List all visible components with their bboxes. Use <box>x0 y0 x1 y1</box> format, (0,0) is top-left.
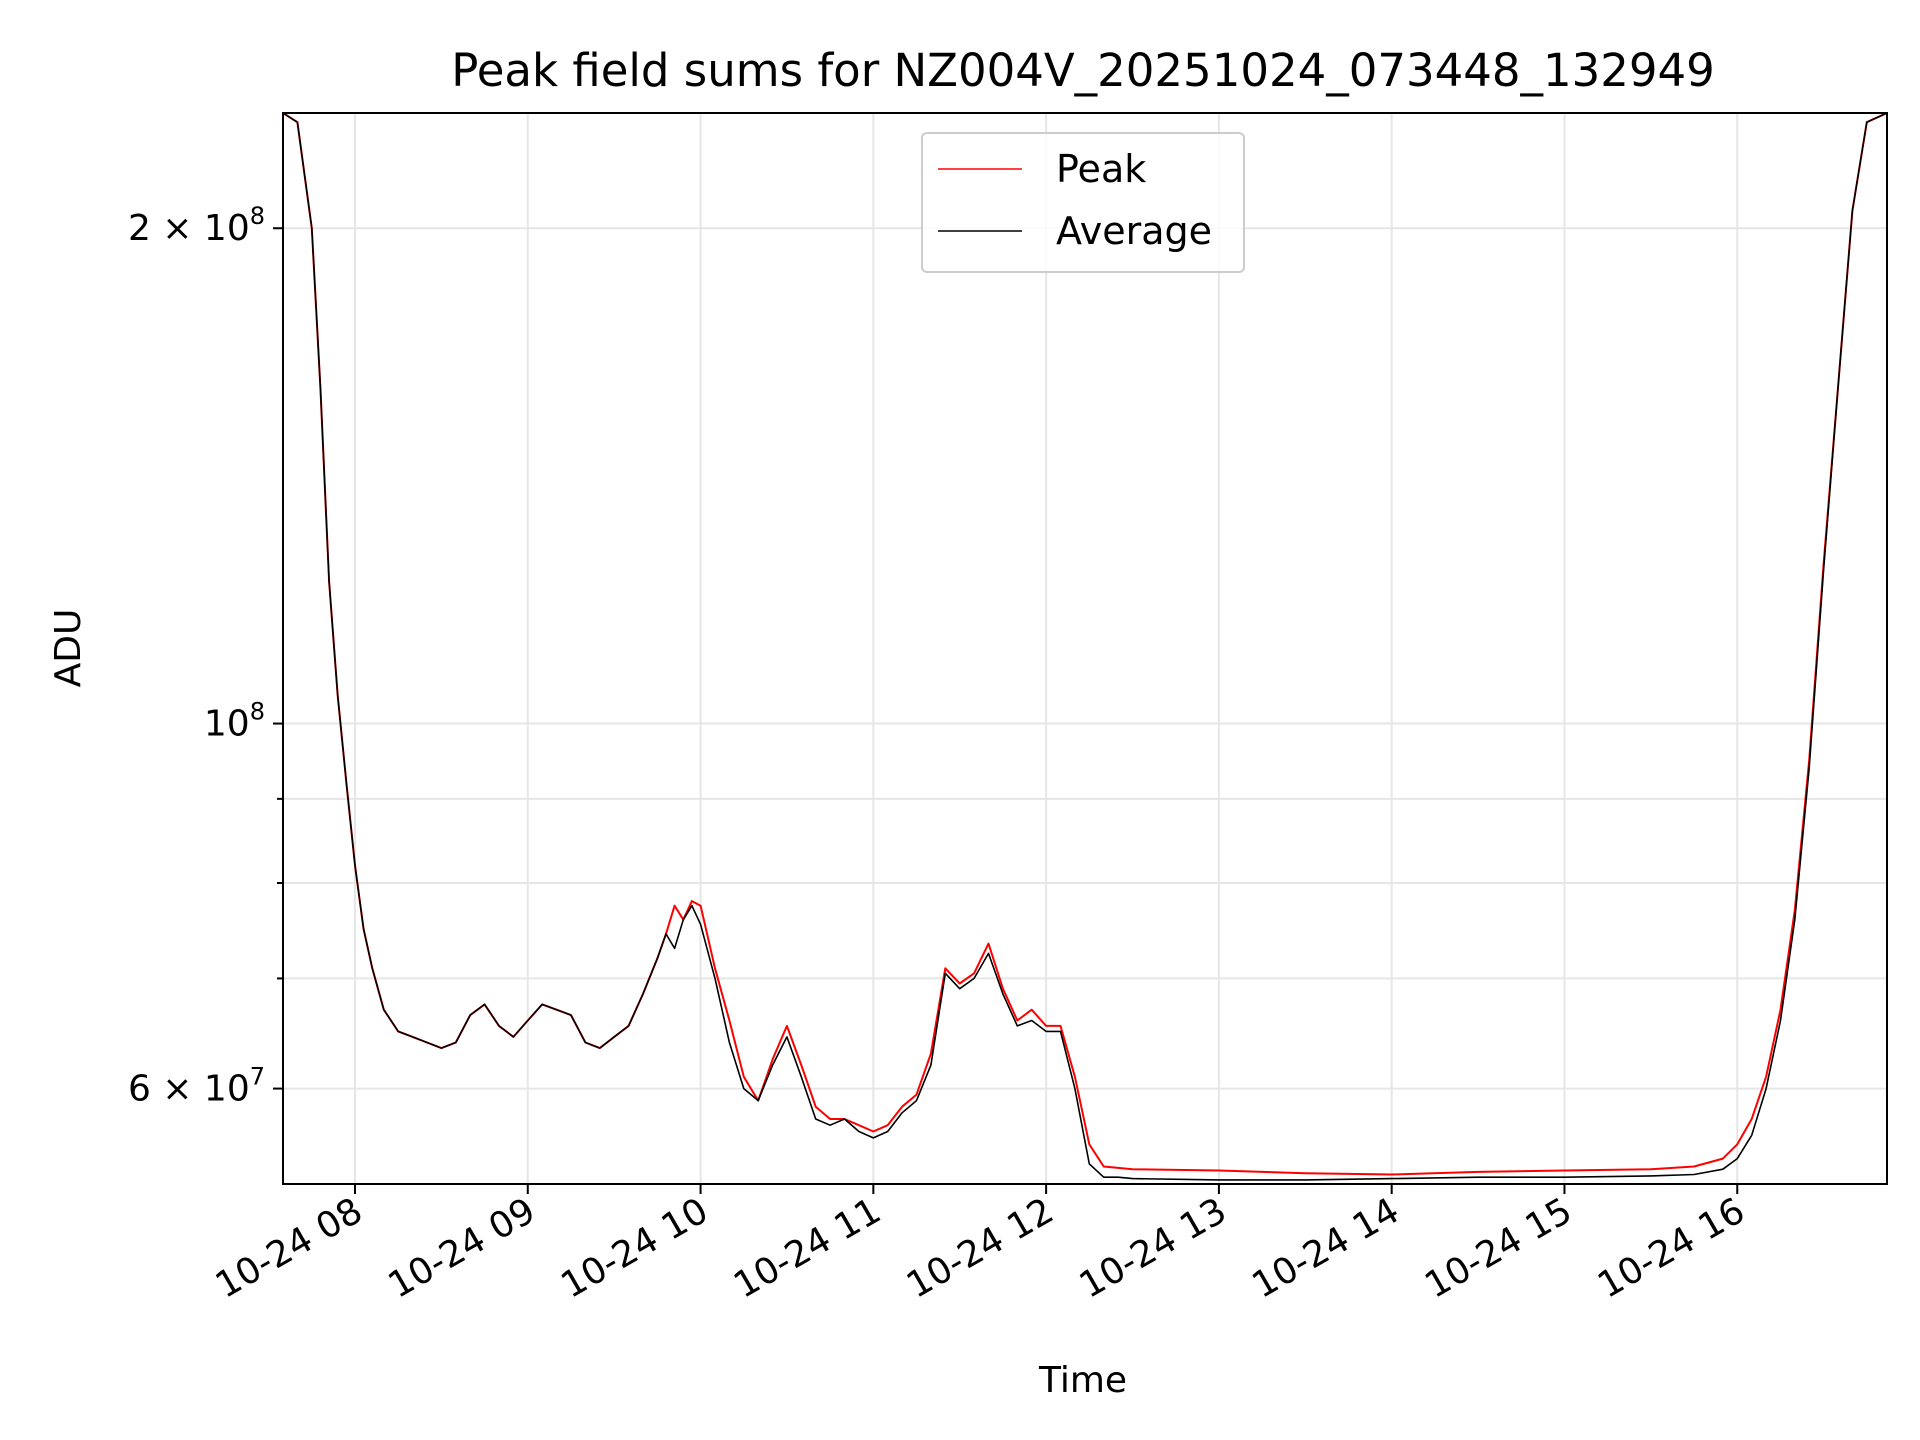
chart-title: Peak field sums for NZ004V_20251024_0734… <box>451 44 1715 97</box>
y-tick-label: 2 × 108 <box>128 202 265 249</box>
y-tick-base: 10 <box>204 704 250 745</box>
x-tick-label: 10-24 08 <box>209 1190 370 1306</box>
y-tick-exponent: 8 <box>250 202 265 230</box>
x-axis: 10-24 08 10-24 09 10-24 10 10-24 11 10-24 12… <box>209 1184 1752 1307</box>
y-axis-label: ADU <box>48 609 89 688</box>
y-tick-base: 2 × 10 <box>128 208 250 249</box>
x-tick-label: 10-24 13 <box>1073 1190 1234 1306</box>
x-tick-label: 10-24 15 <box>1418 1190 1579 1306</box>
x-axis-label: Time <box>1038 1360 1127 1401</box>
grid <box>283 113 1887 1184</box>
x-tick-label: 10-24 11 <box>727 1190 888 1306</box>
x-tick-label: 10-24 16 <box>1591 1190 1752 1306</box>
x-tick-label: 10-24 09 <box>382 1190 543 1306</box>
x-tick-label: 10-24 12 <box>900 1190 1061 1306</box>
legend-label-average: Average <box>1056 209 1212 253</box>
x-tick-label: 10-24 10 <box>554 1190 715 1306</box>
y-tick-label: 6 × 107 <box>128 1063 265 1110</box>
y-tick-base: 6 × 10 <box>128 1069 250 1110</box>
legend: Peak Average <box>921 132 1245 273</box>
y-tick-exponent: 7 <box>250 1063 265 1091</box>
x-tick-label: 10-24 14 <box>1246 1190 1407 1306</box>
plot-frame <box>282 112 1888 1185</box>
legend-box <box>921 132 1245 273</box>
legend-label-peak: Peak <box>1056 147 1146 191</box>
series-layer <box>282 112 1888 1181</box>
series-line-average <box>282 112 1888 1181</box>
y-tick-label: 108 <box>204 698 265 745</box>
y-tick-exponent: 8 <box>250 698 265 726</box>
